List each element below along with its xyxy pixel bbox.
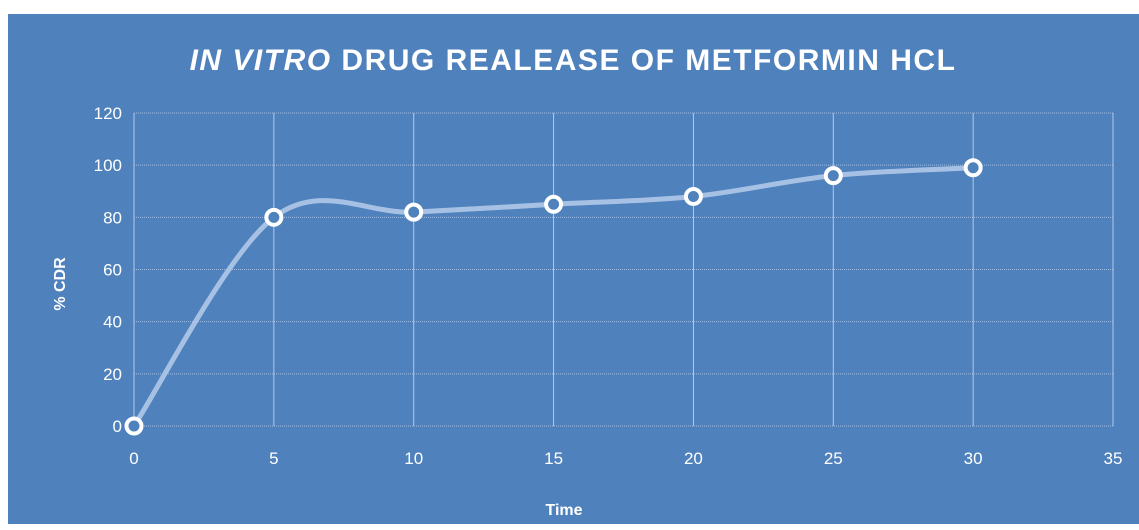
chart-area: IN VITRO DRUG REALEASE OF METFORMIN HCL … (8, 14, 1139, 524)
data-point (683, 186, 703, 206)
data-point (264, 207, 284, 227)
y-tick-label: 20 (103, 365, 122, 384)
y-tick-label: 60 (103, 261, 122, 280)
chart-svg: IN VITRO DRUG REALEASE OF METFORMIN HCL … (52, 44, 1122, 519)
x-tick-labels: 0 5 10 15 20 25 30 35 (129, 449, 1122, 468)
y-tick-label: 120 (94, 104, 122, 123)
gridlines (133, 112, 1114, 427)
x-tick-label: 15 (544, 449, 563, 468)
chart-title: IN VITRO DRUG REALEASE OF METFORMIN HCL (190, 44, 957, 77)
x-axis-label: Time (545, 502, 582, 519)
data-point (823, 166, 843, 186)
x-tick-label: 0 (129, 449, 138, 468)
x-tick-label: 20 (684, 449, 703, 468)
x-tick-label: 25 (824, 449, 843, 468)
chart-title-rest: DRUG REALEASE OF METFORMIN HCL (332, 44, 957, 77)
y-axis-label: % CDR (52, 257, 69, 311)
y-tick-label: 0 (113, 417, 122, 436)
y-tick-label: 100 (94, 156, 122, 175)
x-tick-label: 35 (1104, 449, 1123, 468)
y-tick-label: 40 (103, 313, 122, 332)
data-point (124, 416, 144, 436)
data-point (544, 194, 564, 214)
data-point (963, 158, 983, 178)
y-tick-label: 80 (103, 208, 122, 227)
x-tick-label: 10 (404, 449, 423, 468)
x-tick-label: 30 (964, 449, 983, 468)
data-point (404, 202, 424, 222)
y-tick-labels: 0 20 40 60 80 100 120 (94, 104, 122, 436)
x-tick-label: 5 (269, 449, 278, 468)
chart-title-italic: IN VITRO (190, 44, 332, 77)
data-markers (124, 158, 983, 436)
